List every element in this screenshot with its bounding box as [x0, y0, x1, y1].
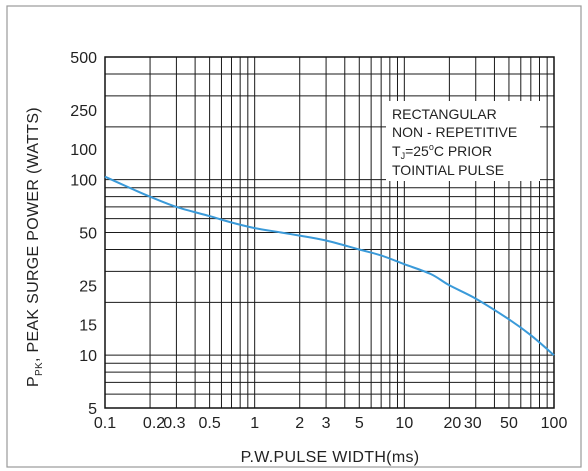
- x-tick-label: 0.3: [163, 415, 185, 432]
- y-axis-title-text: , PEAK SURGE POWER (WATTS): [25, 107, 42, 362]
- x-tick-label: 3: [322, 415, 331, 432]
- x-axis-title: P.W.PULSE WIDTH(ms): [241, 449, 420, 466]
- annotation-line-3: TJ=25oC PRIOR: [392, 142, 492, 161]
- series-line: [104, 175, 555, 356]
- annotation-t-symbol: T: [392, 143, 401, 159]
- x-tick-label: 0.2: [143, 415, 165, 432]
- x-tick-label: 5: [355, 415, 364, 432]
- annotation-j-subscript: J: [401, 151, 406, 161]
- y-tick-label: 100: [70, 142, 97, 159]
- annotation-temperature: =25: [405, 143, 429, 159]
- annotation-line-1: RECTANGULAR: [392, 106, 497, 122]
- x-tick-label: 100: [541, 415, 568, 432]
- y-axis-title-symbol: P: [25, 376, 42, 387]
- x-tick-label: 2: [295, 415, 304, 432]
- x-tick-label: 20: [443, 415, 461, 432]
- annotation-line-4: TOINTIAL PULSE: [392, 162, 504, 178]
- y-tick-label: 5: [88, 401, 97, 418]
- x-tick-labels: 0.1 0.20.3 0.5 1 2 3 5 10 20 30 50 100: [94, 415, 568, 432]
- x-tick-label: 30: [464, 415, 482, 432]
- annotation-suffix: C PRIOR: [434, 143, 492, 159]
- annotation-line-2: NON - REPETITIVE: [392, 124, 517, 140]
- outer-frame: [6, 5, 582, 468]
- y-tick-label: 15: [79, 317, 97, 334]
- y-tick-label: 500: [70, 50, 97, 67]
- y-tick-label: 50: [79, 226, 97, 243]
- x-tick-label: 0.1: [94, 415, 116, 432]
- plot-area-border: [104, 56, 555, 409]
- x-tick-label: 0.5: [198, 415, 220, 432]
- y-axis-title: PPK, PEAK SURGE POWER (WATTS): [25, 107, 45, 387]
- y-tick-labels: 5 10 15 25 50 100 100 250 500: [70, 50, 97, 418]
- annotation-background: [386, 101, 540, 181]
- x-tick-label: 50: [500, 415, 518, 432]
- y-tick-label: 25: [79, 278, 97, 295]
- y-axis-title-subscript: PK: [34, 362, 45, 376]
- x-tick-label: 1: [250, 415, 259, 432]
- y-tick-label: 100: [70, 173, 97, 190]
- y-tick-label: 10: [79, 348, 97, 365]
- x-tick-label: 10: [395, 415, 413, 432]
- annotation-degree-sup: o: [429, 142, 434, 152]
- annotation-box: RECTANGULAR NON - REPETITIVE TJ=25oC PRI…: [386, 101, 540, 181]
- y-tick-label: 250: [70, 103, 97, 120]
